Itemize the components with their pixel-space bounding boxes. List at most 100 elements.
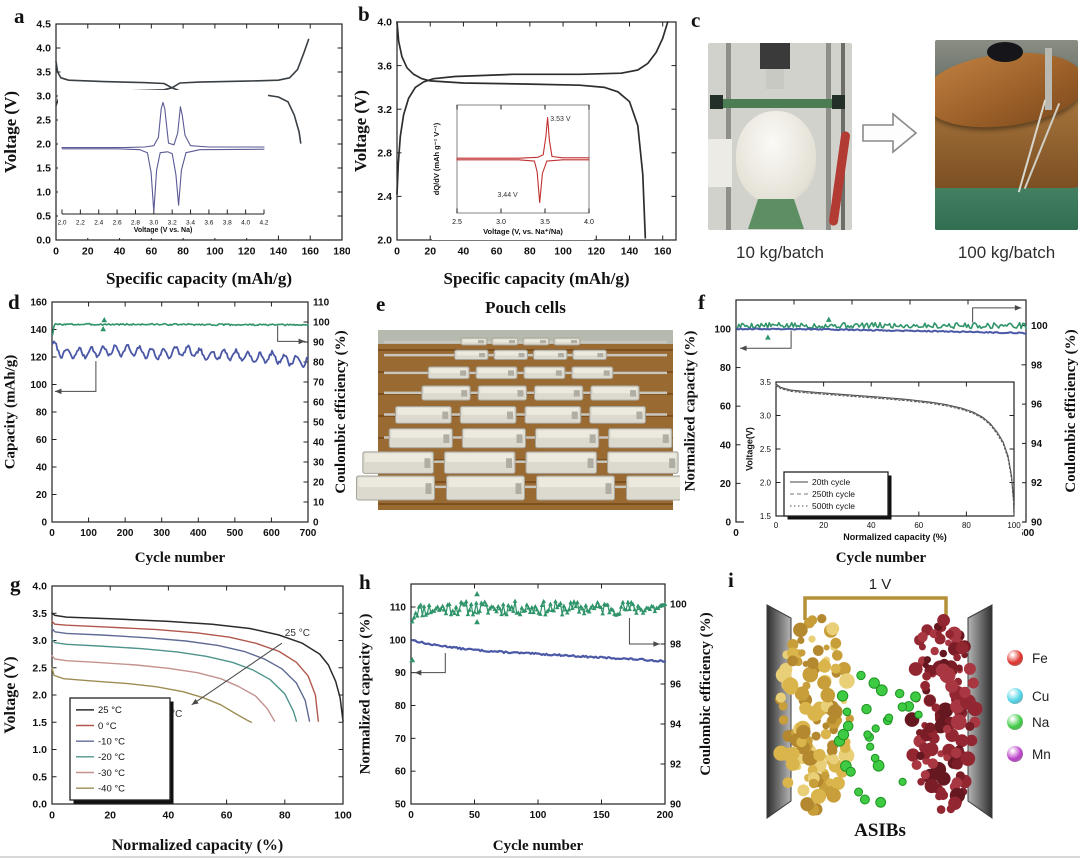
panel-e: e Pouch cells [350, 290, 680, 568]
svg-text:2.6: 2.6 [113, 220, 122, 227]
legend-item-mn: Mn [1007, 746, 1051, 762]
svg-text:200: 200 [657, 810, 674, 821]
lid-knob [987, 42, 1023, 62]
svg-text:Normalized capacity (%): Normalized capacity (%) [112, 837, 284, 854]
svg-text:20: 20 [720, 479, 732, 490]
svg-text:Coulombic efficiency (%): Coulombic efficiency (%) [1063, 329, 1079, 492]
svg-text:110: 110 [390, 602, 407, 613]
svg-text:-20 °C: -20 °C [98, 752, 125, 763]
svg-text:100: 100 [554, 246, 572, 258]
svg-text:2.0: 2.0 [377, 235, 392, 247]
svg-text:0: 0 [49, 810, 55, 822]
svg-text:40: 40 [313, 438, 325, 449]
panel-letter-d: d [8, 290, 20, 314]
voltage-label: 1 V [868, 576, 892, 593]
svg-text:100: 100 [80, 528, 97, 539]
svg-text:2.5: 2.5 [760, 445, 772, 454]
svg-text:100: 100 [334, 810, 352, 822]
svg-text:120: 120 [588, 246, 606, 258]
svg-text:96: 96 [1031, 400, 1043, 411]
legend-item-fe: Fe [1007, 650, 1048, 666]
panel-i: i 1 V Fe Cu Na Mn ASIBs [715, 568, 1080, 856]
svg-text:30: 30 [313, 458, 325, 469]
svg-text:160: 160 [301, 246, 319, 258]
svg-text:1.5: 1.5 [760, 512, 772, 521]
svg-text:100: 100 [313, 318, 330, 329]
svg-text:80: 80 [720, 363, 732, 374]
svg-text:20: 20 [82, 246, 94, 258]
svg-text:110: 110 [313, 298, 330, 309]
svg-text:4.0: 4.0 [36, 43, 51, 55]
svg-text:700: 700 [300, 528, 317, 539]
svg-text:2.0: 2.0 [58, 220, 67, 227]
svg-text:3.0: 3.0 [760, 411, 772, 420]
scale-up-arrow-icon [862, 112, 918, 154]
svg-text:-30 °C: -30 °C [98, 768, 125, 779]
chart-f-cycling: 0 100 200 300 400 500020406080100909294969810… [682, 299, 1079, 566]
svg-text:4.0: 4.0 [32, 581, 47, 593]
svg-text:140: 140 [30, 325, 47, 336]
svg-text:Specific capacity (mAh/g): Specific capacity (mAh/g) [106, 269, 292, 288]
lab-stand-rod [726, 43, 731, 230]
svg-text:2.2: 2.2 [76, 220, 85, 227]
svg-text:Voltage (V): Voltage (V) [1, 91, 20, 173]
svg-text:25 °C: 25 °C [98, 705, 122, 716]
svg-text:4.0: 4.0 [584, 219, 594, 226]
svg-text:20: 20 [36, 490, 48, 501]
panel-letter-c: c [691, 8, 701, 32]
svg-text:400: 400 [190, 528, 207, 539]
svg-text:500: 500 [227, 528, 244, 539]
lab-stand-rod [826, 43, 831, 230]
svg-text:10: 10 [313, 498, 325, 509]
svg-text:0: 0 [394, 246, 400, 258]
pouch-cells-photo [356, 330, 680, 510]
fe-sphere-icon [1007, 650, 1023, 666]
svg-text:Normalized capacity (%): Normalized capacity (%) [357, 614, 373, 775]
svg-text:2.5: 2.5 [32, 662, 47, 674]
svg-text:100: 100 [206, 246, 224, 258]
pouch-cells-title: Pouch cells [485, 298, 566, 317]
caption-10kg: 10 kg/batch [736, 243, 824, 262]
svg-text:-10 °C: -10 °C [98, 736, 125, 747]
svg-text:1.5: 1.5 [32, 717, 47, 729]
svg-text:Normalized capacity (%): Normalized capacity (%) [843, 532, 947, 542]
svg-text:3.2: 3.2 [377, 104, 392, 116]
svg-text:3.0: 3.0 [32, 635, 47, 647]
svg-text:90: 90 [313, 338, 325, 349]
svg-text:100: 100 [1007, 521, 1021, 530]
svg-text:20: 20 [104, 810, 116, 822]
svg-text:90: 90 [395, 668, 407, 679]
svg-text:70: 70 [395, 734, 407, 745]
svg-text:Cycle number: Cycle number [135, 550, 226, 566]
svg-text:120: 120 [30, 353, 47, 364]
svg-text:4.0: 4.0 [377, 17, 392, 29]
svg-text:90: 90 [1031, 518, 1043, 529]
svg-text:60: 60 [36, 435, 48, 446]
svg-text:2.5: 2.5 [452, 219, 462, 226]
svg-text:80: 80 [962, 521, 971, 530]
svg-text:0: 0 [53, 246, 59, 258]
flask-neck [766, 69, 784, 89]
panel-letter-e: e [376, 292, 386, 316]
chart-d-cycling: 0 100 200 300 400 500 600 700020406080100120140… [2, 298, 349, 567]
svg-text:80: 80 [36, 408, 48, 419]
svg-text:0: 0 [313, 518, 319, 529]
svg-text:20: 20 [819, 521, 828, 530]
svg-text:60: 60 [720, 402, 732, 413]
svg-text:40: 40 [720, 440, 732, 451]
svg-text:2.4: 2.4 [377, 191, 392, 203]
svg-text:2.0: 2.0 [32, 690, 47, 702]
svg-text:3.5: 3.5 [760, 378, 772, 387]
asib-schematic [766, 596, 993, 819]
legend-item-na: Na [1007, 714, 1049, 730]
glass-reactor-flask [736, 111, 816, 203]
red-hose [828, 130, 851, 227]
svg-text:160: 160 [30, 298, 47, 309]
svg-text:Voltage (V vs. Na): Voltage (V vs. Na) [134, 227, 193, 234]
svg-text:Voltage(V): Voltage(V) [745, 427, 755, 471]
svg-text:100: 100 [670, 600, 687, 611]
svg-text:3.0: 3.0 [149, 220, 158, 227]
svg-text:2.4: 2.4 [94, 220, 103, 227]
svg-text:3.44 V: 3.44 V [497, 192, 518, 199]
